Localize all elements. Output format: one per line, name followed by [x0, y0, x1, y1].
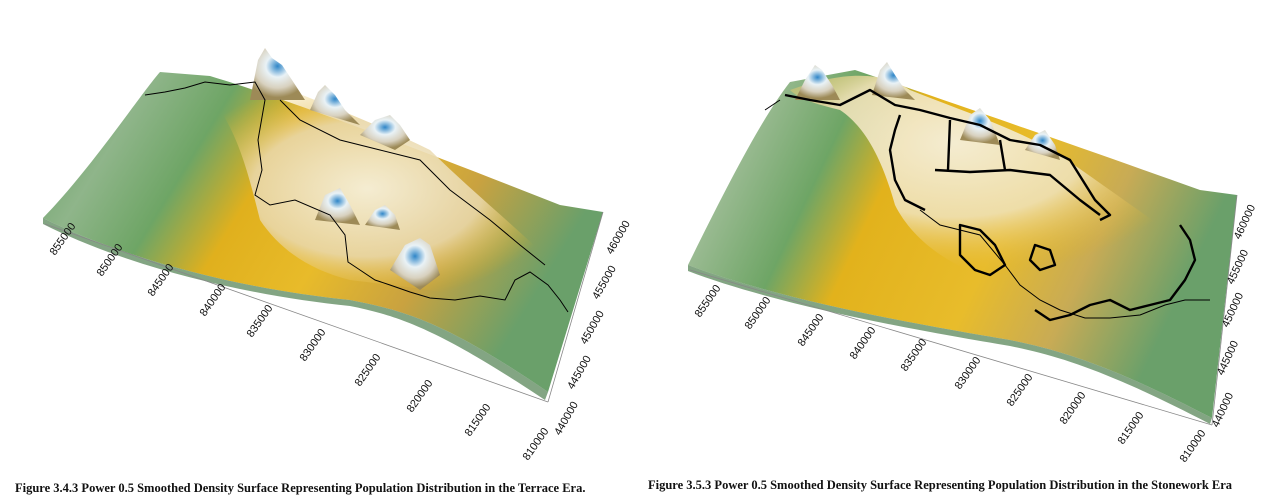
peak-east	[360, 115, 410, 150]
tick-a-7: 820000	[405, 378, 436, 415]
peak-central	[310, 85, 360, 125]
tick-b-4: 440000	[552, 400, 581, 438]
peak-north	[872, 62, 915, 100]
high-density-region	[175, 76, 560, 302]
figure-caption: Figure 3.4.3 Power 0.5 Smoothed Density …	[15, 481, 586, 495]
tick-a-5: 830000	[298, 327, 329, 364]
tick-a-8: 815000	[1116, 410, 1147, 447]
region-boundary-thick	[784, 88, 1197, 322]
peak-south-3	[390, 238, 440, 290]
tick-a-2: 845000	[796, 312, 827, 349]
tick-a-9: 810000	[1178, 428, 1209, 465]
coastline-outline	[764, 99, 1210, 319]
high-density-region	[790, 75, 1200, 300]
peak-south-2	[365, 205, 400, 230]
tick-a-1: 850000	[743, 295, 774, 332]
tick-a-4: 835000	[899, 337, 930, 374]
surface-front-edge	[688, 265, 1212, 424]
coastline-outline	[144, 81, 569, 313]
tick-a-0: 855000	[693, 283, 724, 320]
density-surface-terrace: 855000 850000 845000 840000 835000 83000…	[43, 48, 633, 463]
tick-b-0: 460000	[604, 219, 633, 257]
tick-a-3: 840000	[198, 282, 229, 319]
tick-a-6: 825000	[353, 352, 384, 389]
tick-a-7: 820000	[1058, 390, 1089, 427]
tick-a-4: 835000	[245, 303, 276, 340]
figure-caption: Figure 3.5.3 Power 0.5 Smoothed Density …	[648, 478, 1233, 492]
tick-a-5: 830000	[953, 355, 984, 392]
tick-b-3: 445000	[565, 354, 594, 392]
tick-a-3: 840000	[848, 325, 879, 362]
figure-3-5-3: 855000 850000 845000 840000 835000 83000…	[640, 0, 1274, 501]
tick-a-8: 815000	[463, 402, 494, 439]
tick-b-2: 450000	[578, 309, 607, 347]
peak-south-1	[315, 188, 360, 225]
peak-central	[960, 108, 1000, 145]
peak-northwest	[250, 48, 305, 100]
density-surface-stonework: 855000 850000 845000 840000 835000 83000…	[688, 62, 1258, 465]
peak-northwest	[795, 65, 840, 100]
tick-b-1: 455000	[590, 264, 619, 302]
tick-a-9: 810000	[521, 426, 552, 463]
figure-3-4-3: 855000 850000 845000 840000 835000 83000…	[15, 48, 633, 495]
tick-a-6: 825000	[1005, 372, 1036, 409]
